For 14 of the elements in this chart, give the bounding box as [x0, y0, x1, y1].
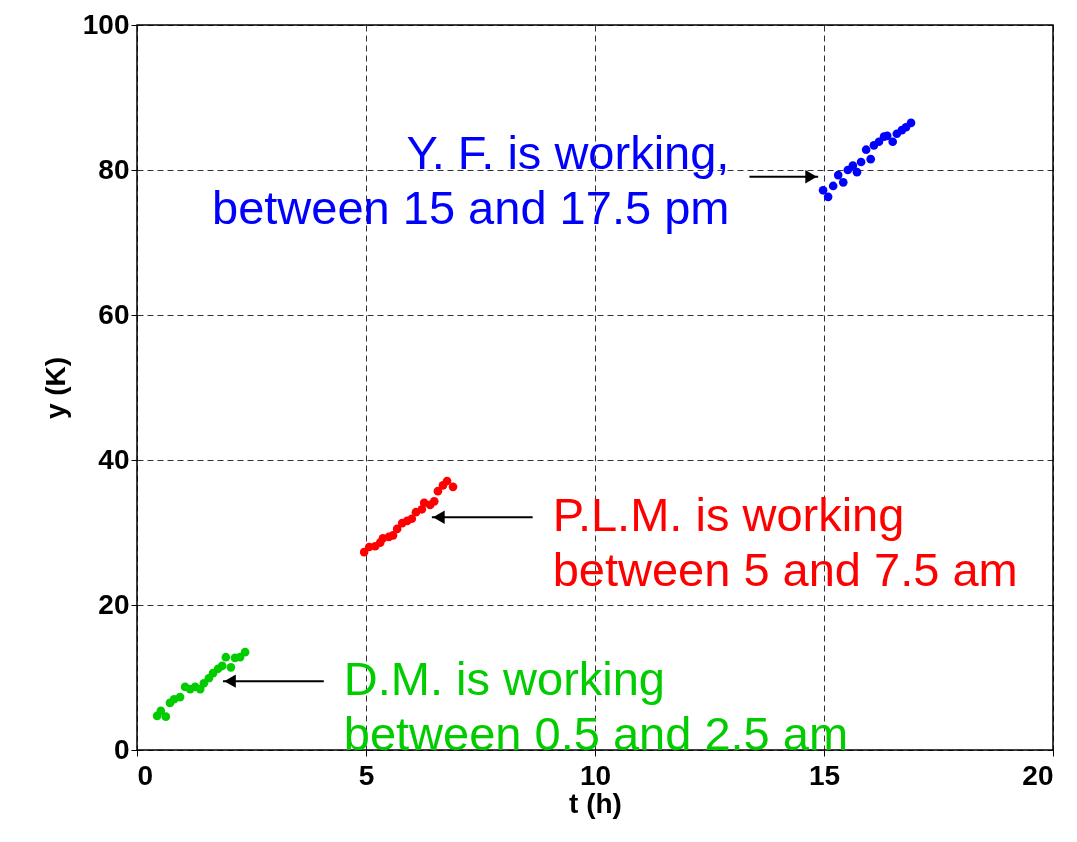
- x-tick-label: 20: [1022, 759, 1054, 791]
- y-tick-label: 0: [113, 733, 130, 765]
- y-tick-label: 60: [98, 298, 130, 330]
- y-tick-label: 40: [98, 443, 130, 475]
- annotation: D.M. is working between 0.5 and 2.5 am: [343, 652, 849, 761]
- x-tick-label: 15: [808, 759, 841, 791]
- x-tick-label: 0: [137, 759, 154, 791]
- annotation: P.L.M. is working between 5 and 7.5 am: [552, 488, 1018, 597]
- y-tick-label: 100: [82, 8, 130, 40]
- annotation: Y. F. is working, between 15 and 17.5 pm: [212, 125, 730, 234]
- x-tick-label: 5: [358, 759, 375, 791]
- y-axis-title: y (K): [39, 356, 71, 420]
- y-tick-label: 80: [98, 153, 130, 185]
- y-tick-label: 20: [98, 588, 130, 620]
